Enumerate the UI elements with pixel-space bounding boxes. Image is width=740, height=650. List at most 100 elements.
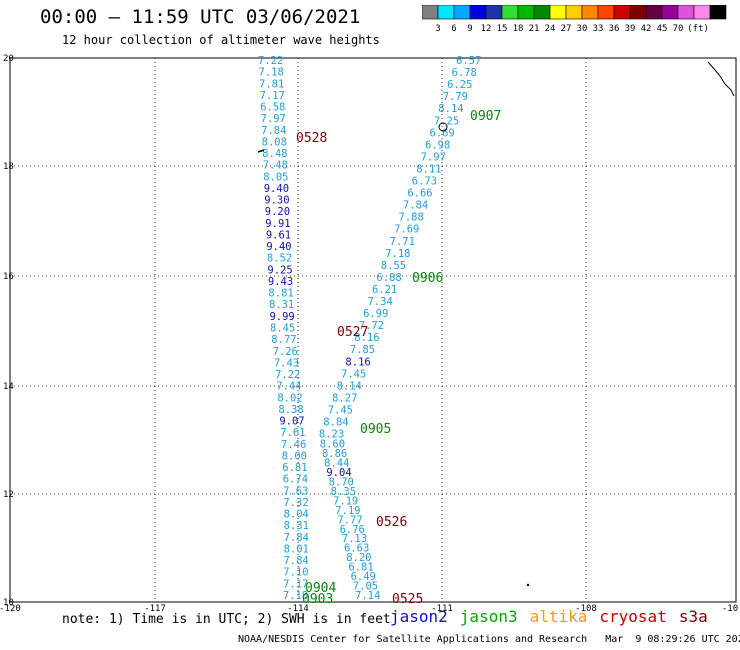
wave-height-label: 7.79	[443, 91, 468, 103]
wave-height-label: 8.31	[284, 520, 309, 532]
y-tick-label: 20	[3, 54, 14, 64]
wave-height-label: 7.10	[283, 567, 308, 579]
wave-height-label: 7.84	[261, 125, 286, 137]
colorbar-label: 70	[673, 24, 684, 33]
pass-label: 0906	[412, 271, 443, 286]
wave-height-label: 6.81	[282, 462, 307, 474]
colorbar-label: 27	[561, 24, 572, 33]
x-tick-label: -120	[0, 604, 21, 612]
wave-height-label: 7.22	[275, 369, 300, 381]
wave-height-label: 7.18	[385, 248, 410, 260]
wave-height-label: 6.88	[376, 272, 401, 284]
y-tick-label: 12	[3, 490, 14, 500]
wave-height-label: 7.17	[260, 90, 285, 102]
wave-height-label: 8.02	[277, 392, 302, 404]
wave-height-label: 7.32	[283, 497, 308, 509]
pass-label: 0905	[360, 422, 391, 437]
legend-jason2: jason2	[390, 607, 448, 626]
wave-height-label: 8.81	[268, 288, 293, 300]
wave-height-label: 8.45	[270, 323, 295, 335]
legend-cryosat: cryosat	[599, 607, 667, 626]
wave-height-label: 7.63	[283, 485, 308, 497]
map-frame	[9, 57, 737, 603]
wave-height-label: 9.91	[265, 218, 290, 230]
wave-height-label: 7.61	[280, 427, 305, 439]
wave-height-label: 8.05	[263, 171, 288, 183]
wave-height-label: 8.23	[319, 429, 344, 441]
wave-height-label: 8.35	[331, 486, 356, 498]
colorbar-label: 42	[641, 24, 652, 33]
wave-height-label: 8.31	[269, 299, 294, 311]
x-tick-label: -108	[575, 604, 597, 612]
wave-height-label: 6.78	[452, 67, 477, 79]
wave-height-label: 8.38	[278, 404, 303, 416]
wave-height-label: 7.45	[341, 368, 366, 380]
colorbar-label: 12	[481, 24, 492, 33]
wave-height-label: 7.84	[403, 200, 428, 212]
wave-height-label: 8.48	[262, 148, 287, 160]
wave-height-label: 7.45	[328, 404, 353, 416]
colorbar-label: 24	[545, 24, 556, 33]
wave-height-label: 9.20	[265, 206, 290, 218]
colorbar-label: 33	[593, 24, 604, 33]
colorbar-label: 18	[513, 24, 524, 33]
x-tick-label: -117	[144, 604, 166, 612]
wave-height-label: 9.40	[264, 183, 289, 195]
wave-height-label: 7.43	[274, 357, 299, 369]
island-dot	[526, 583, 530, 587]
wave-height-label: 8.20	[346, 552, 371, 564]
wave-height-label: 7.71	[390, 236, 415, 248]
x-tick-label: -111	[431, 604, 453, 612]
colorbar-label: 3	[435, 24, 440, 33]
wave-height-label: 9.43	[268, 276, 293, 288]
pass-label: 0904	[305, 581, 336, 596]
wave-height-label: 7.46	[281, 439, 306, 451]
wave-height-label: 6.57	[456, 55, 481, 67]
wave-height-label: 7.34	[368, 296, 393, 308]
color-scale: 3 6 9 12 15 18 21 24 27 30 33 36 39 42 45 70 (ft)	[422, 5, 727, 33]
legend-altika: altika	[529, 607, 588, 626]
wave-height-label: 7.88	[399, 212, 424, 224]
wave-height-label: 7.97	[261, 113, 286, 125]
pass-label: 0528	[296, 131, 327, 146]
coastline	[707, 61, 735, 97]
wave-height-label: 9.07	[279, 416, 304, 428]
wave-height-label: 6.76	[340, 524, 365, 536]
wave-height-label: 7.19	[333, 495, 358, 507]
wave-height-label: 9.30	[264, 195, 289, 207]
x-tick-label: -10	[722, 604, 738, 612]
wave-height-label: 8.16	[345, 356, 370, 368]
chart-title: 00:00 – 11:59 UTC 03/06/2021	[40, 6, 361, 28]
y-tick-label: 10	[3, 598, 14, 608]
colorbar-label: 9	[467, 24, 472, 33]
wave-height-label: 8.52	[267, 253, 292, 265]
colorbar-label: 30	[577, 24, 588, 33]
wave-height-label: 7.22	[258, 55, 283, 67]
wave-height-label: 7.48	[263, 160, 288, 172]
wave-height-label: 8.77	[271, 334, 296, 346]
colorbar-label: (ft)	[687, 24, 709, 33]
wave-height-label: 8.14	[438, 103, 463, 115]
wave-height-label: 8.00	[282, 450, 307, 462]
x-tick-label: -114	[287, 604, 309, 612]
wave-height-label: 8.01	[284, 543, 309, 555]
colorbar-label: 39	[625, 24, 636, 33]
wave-height-label: 8.55	[381, 260, 406, 272]
track-marker	[257, 149, 265, 153]
wave-height-label: 6.81	[348, 562, 373, 574]
colorbar-label: 6	[451, 24, 456, 33]
wave-height-label: 7.85	[350, 344, 375, 356]
wave-height-label: 7.26	[273, 346, 298, 358]
wave-height-label: 6.66	[407, 188, 432, 200]
wave-height-label: 6.58	[260, 102, 285, 114]
wave-height-label: 7.97	[421, 151, 446, 163]
footnote: note: 1) Time is in UTC; 2) SWH is in fe…	[62, 612, 391, 627]
wave-height-label: 6.98	[425, 139, 450, 151]
wave-height-label: 7.81	[259, 78, 284, 90]
wave-height-label: 9.04	[326, 467, 351, 479]
wave-height-label: 8.08	[262, 136, 287, 148]
wave-height-label: 7.84	[283, 555, 308, 567]
wave-height-label: 7.18	[259, 67, 284, 79]
colorbar-label: 45	[657, 24, 668, 33]
wave-height-label: 7.69	[394, 224, 419, 236]
